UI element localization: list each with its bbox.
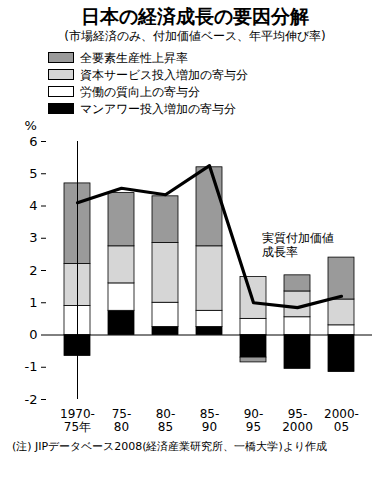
html-text:全要素生産性上昇率: 全要素生産性上昇率: [80, 50, 188, 65]
html-text:(市場経済のみ、付加価値ベース、年平均伸び率): (市場経済のみ、付加価値ベース、年平均伸び率): [64, 29, 326, 43]
svg-text:3: 3: [29, 230, 37, 245]
svg-text:-1: -1: [25, 359, 38, 374]
svg-text:%: %: [25, 118, 37, 133]
svg-text:2000-05: 2000-05: [324, 407, 359, 434]
svg-text:80-85: 80-85: [156, 407, 176, 434]
html-text:(注) JIPデータベース2008(経済産業研究所、一橋大学: (注) JIPデータベース2008(経済産業研究所、一橋大学)より作成: [12, 440, 327, 453]
html-text:日本の経済成長の要因分解: 日本の経済成長の要因分解: [81, 5, 309, 27]
svg-text:1: 1: [29, 295, 37, 310]
svg-text:95-2000: 95-2000: [282, 407, 313, 434]
svg-text:90-95: 90-95: [244, 407, 264, 434]
svg-text:-2: -2: [25, 392, 38, 407]
svg-text:2: 2: [29, 263, 37, 278]
svg-text:0: 0: [29, 327, 37, 342]
svg-text:4: 4: [29, 198, 37, 213]
svg-text:実質付加価値成長率: 実質付加価値成長率: [262, 231, 334, 259]
html-text:資本サービス投入増加の寄与分: 資本サービス投入増加の寄与分: [80, 67, 248, 82]
svg-text:85-90: 85-90: [200, 407, 220, 434]
svg-text:75-80: 75-80: [112, 407, 132, 434]
html-text:労働の質向上の寄与分: 労働の質向上の寄与分: [80, 84, 200, 99]
svg-text:1970-75年: 1970-75年: [60, 407, 95, 434]
svg-text:5: 5: [29, 166, 37, 181]
svg-text:6: 6: [29, 134, 37, 149]
html-text:マンアワー投入増加の寄与分: マンアワー投入増加の寄与分: [80, 101, 236, 116]
